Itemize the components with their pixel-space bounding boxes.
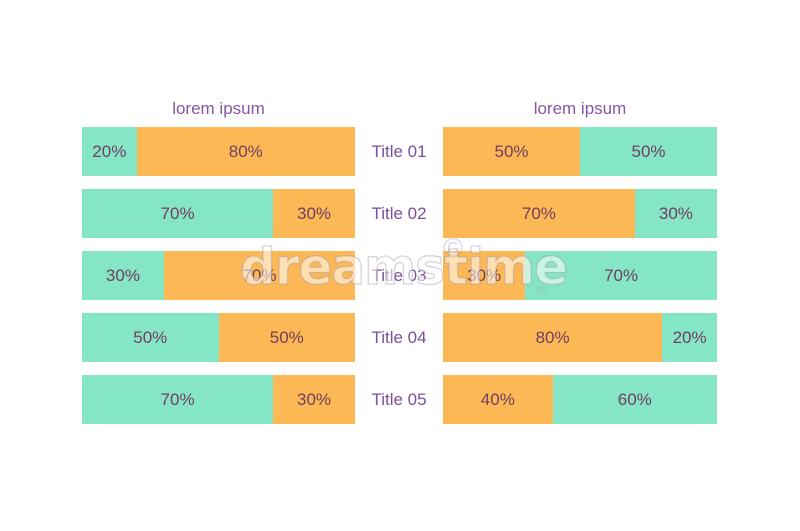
orange-segment: 50% <box>443 127 580 176</box>
teal-segment: 20% <box>662 313 717 362</box>
teal-segment: 70% <box>82 189 274 238</box>
orange-segment: 80% <box>136 127 355 176</box>
orange-segment: 80% <box>443 313 663 362</box>
left-chart-header: lorem ipsum <box>172 99 265 118</box>
right-stacked-bar: 50% 50% <box>443 127 717 176</box>
chart-row: 70% 30% Title 05 40% 60% <box>82 375 717 424</box>
right-stacked-bar: 30% 70% <box>443 251 717 300</box>
teal-segment: 50% <box>82 313 219 362</box>
right-stacked-bar: 40% 60% <box>443 375 717 424</box>
chart-row: 50% 50% Title 04 80% 20% <box>82 313 717 362</box>
left-stacked-bar: 20% 80% <box>82 127 355 176</box>
orange-segment: 70% <box>163 251 355 300</box>
teal-segment: 50% <box>580 127 717 176</box>
teal-segment: 70% <box>82 375 274 424</box>
teal-segment: 20% <box>82 127 137 176</box>
left-stacked-bar: 30% 70% <box>82 251 355 300</box>
orange-segment: 30% <box>273 189 355 238</box>
row-title: Title 03 <box>371 265 427 285</box>
row-title: Title 01 <box>371 141 427 161</box>
row-title: Title 05 <box>371 389 427 409</box>
right-stacked-bar: 70% 30% <box>443 189 717 238</box>
right-stacked-bar: 80% 20% <box>443 313 717 362</box>
left-stacked-bar: 50% 50% <box>82 313 355 362</box>
left-stacked-bar: 70% 30% <box>82 375 355 424</box>
orange-segment: 30% <box>273 375 355 424</box>
right-chart-header: lorem ipsum <box>533 99 627 118</box>
orange-segment: 70% <box>443 189 635 238</box>
orange-segment: 50% <box>218 313 355 362</box>
orange-segment: 30% <box>443 251 526 300</box>
teal-segment: 70% <box>525 251 717 300</box>
orange-segment: 40% <box>443 375 553 424</box>
row-title: Title 04 <box>371 327 427 347</box>
chart-row: 20% 80% Title 01 50% 50% <box>82 127 717 176</box>
teal-segment: 30% <box>634 189 717 238</box>
chart-row: 30% 70% Title 03 30% 70% <box>82 251 717 300</box>
teal-segment: 30% <box>82 251 164 300</box>
chart-row: 70% 30% Title 02 70% 30% <box>82 189 717 238</box>
teal-segment: 60% <box>552 375 717 424</box>
row-title: Title 02 <box>371 203 427 223</box>
left-stacked-bar: 70% 30% <box>82 189 355 238</box>
chart-rows: 20% 80% Title 01 50% 50% 70% 30% Title 02 7… <box>82 127 717 424</box>
